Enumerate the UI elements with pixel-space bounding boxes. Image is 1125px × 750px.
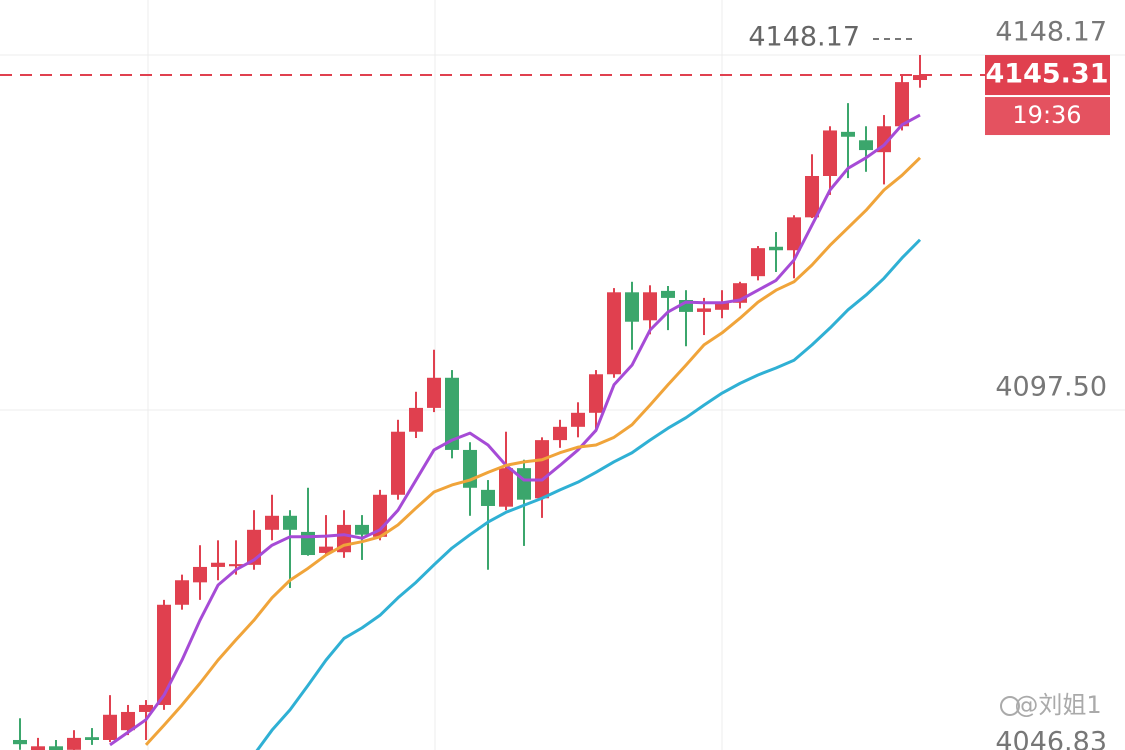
candle-body [157, 604, 171, 705]
y-tick-label: 4148.17 [995, 16, 1107, 47]
candle-body [571, 412, 585, 427]
candle-body [31, 746, 45, 750]
countdown-label: 19:36 [1012, 101, 1081, 129]
candle-body [805, 175, 819, 218]
high-marker-label: 4148.17 [748, 21, 860, 52]
candle-body [193, 566, 207, 583]
candle-body [67, 737, 81, 750]
ma-line [255, 238, 922, 750]
candle-body [49, 746, 63, 750]
candle-body [787, 217, 801, 251]
countdown-tag [985, 97, 1110, 136]
candle-body [679, 300, 693, 312]
candle-body [823, 130, 837, 176]
watermark: @刘姐1 [1014, 691, 1101, 719]
candle-body [841, 131, 855, 137]
candle-body [319, 546, 333, 553]
candle-body [913, 75, 927, 81]
candle-body [751, 248, 765, 277]
candle-body [877, 126, 891, 153]
candle-body [175, 580, 189, 605]
candle-body [103, 714, 117, 740]
candle-body [661, 290, 675, 298]
y-tick-label: 4097.50 [995, 371, 1107, 402]
ma-line [109, 113, 921, 747]
candle-body [769, 246, 783, 251]
candle-body [13, 739, 27, 745]
candle-body [499, 468, 513, 507]
candle-body [229, 564, 243, 567]
candle-body [607, 292, 621, 375]
candle-body [625, 292, 639, 322]
price-tag [985, 55, 1110, 96]
candle-body [697, 308, 711, 312]
candle-body [859, 140, 873, 151]
y-tick-label: 4046.83 [995, 727, 1107, 750]
candle-body [283, 515, 297, 530]
candle-body [427, 377, 441, 408]
candle-body [535, 440, 549, 499]
candle-body [517, 468, 531, 500]
ma-line [144, 156, 922, 746]
candle-body [481, 489, 495, 506]
candle-body [139, 704, 153, 712]
candle-body [589, 374, 603, 413]
candle-body [391, 431, 405, 495]
candle-body [85, 737, 99, 740]
candle-body [643, 292, 657, 321]
watermark-icon [1000, 696, 1020, 716]
candle-body [553, 426, 567, 441]
candle-body [121, 711, 135, 731]
candle-body [211, 562, 225, 567]
candle-body [355, 524, 369, 535]
plot [0, 54, 1125, 750]
candle-body [895, 82, 909, 127]
candle-body [445, 377, 459, 450]
candle-body [715, 302, 729, 310]
candle-body [409, 407, 423, 432]
price-tag-label: 4145.31 [986, 59, 1109, 90]
candle-body [265, 515, 279, 530]
